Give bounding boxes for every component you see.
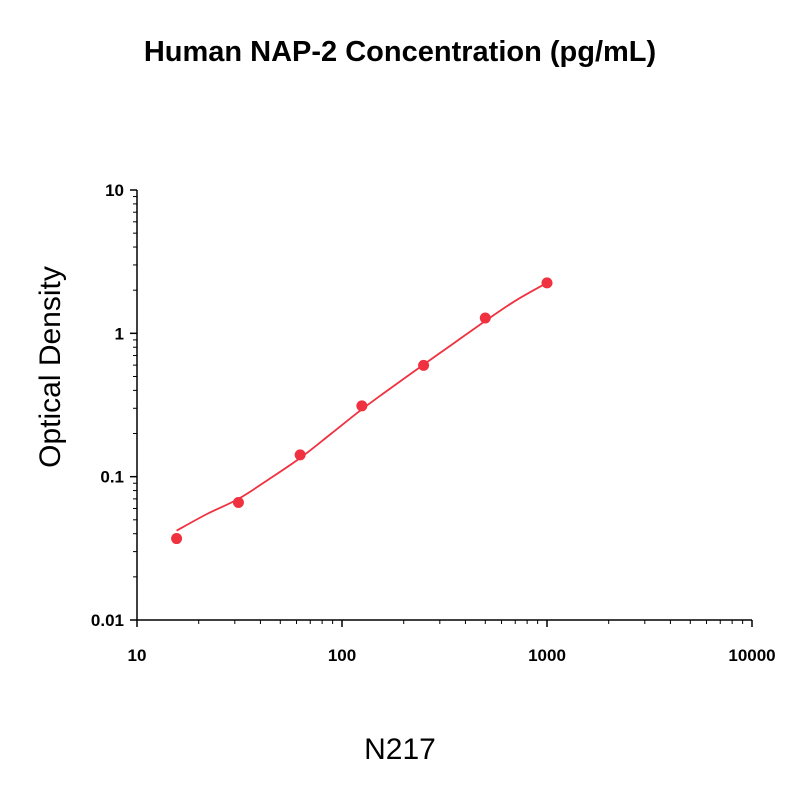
y-tick-label: 0.01 <box>91 611 124 630</box>
data-point <box>356 400 368 412</box>
data-point <box>418 359 430 371</box>
y-tick-label: 10 <box>105 181 124 200</box>
x-tick-label: 10 <box>128 646 147 665</box>
data-point <box>294 449 306 461</box>
data-point <box>171 533 183 545</box>
data-point <box>541 277 553 289</box>
y-tick-label: 1 <box>115 324 124 343</box>
axes: 0.01 0.1 1 10 10 100 1000 10000 <box>91 181 776 665</box>
data-point <box>232 497 244 509</box>
y-axis-label: Optical Density <box>34 266 67 468</box>
chart-title: Human NAP-2 Concentration (pg/mL) <box>143 36 657 68</box>
footer-label: N217 <box>364 733 436 766</box>
data-points-layer <box>171 277 553 545</box>
x-tick-label: 10000 <box>728 646 775 665</box>
x-tick-label: 100 <box>328 646 356 665</box>
y-tick-label: 0.1 <box>100 468 124 487</box>
x-tick-label: 1000 <box>528 646 566 665</box>
data-point <box>479 312 491 324</box>
